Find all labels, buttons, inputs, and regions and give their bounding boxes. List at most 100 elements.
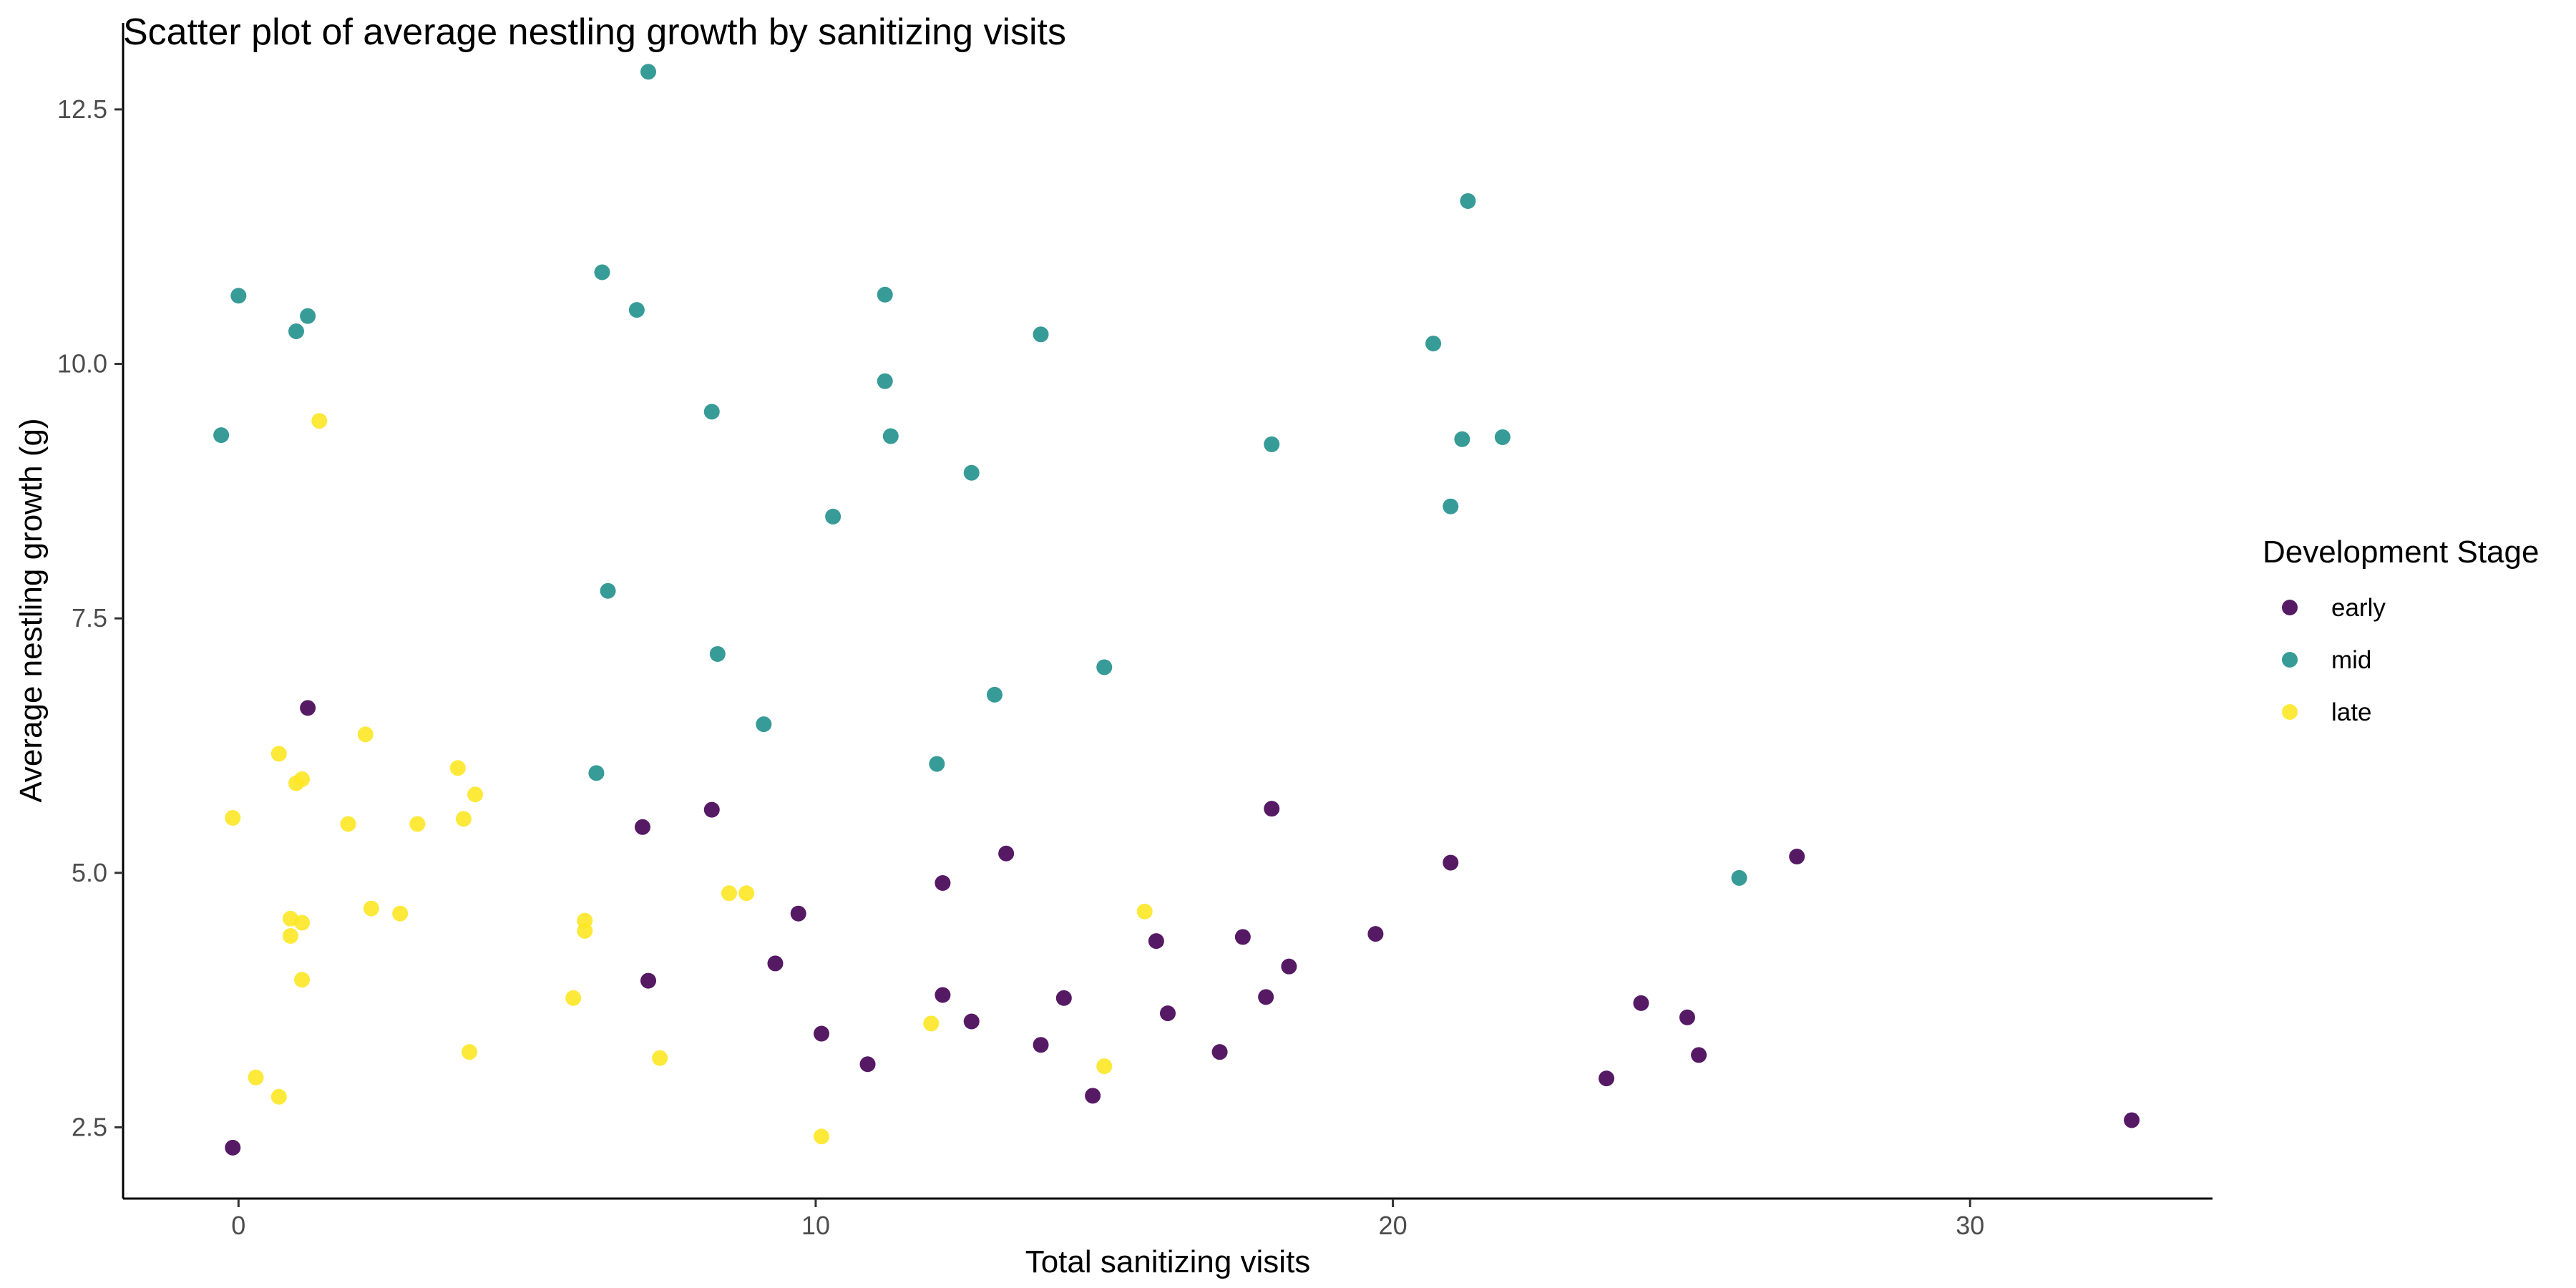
data-point-early xyxy=(1633,995,1649,1011)
data-point-mid xyxy=(213,427,230,444)
data-point-late xyxy=(311,413,328,429)
data-point-early xyxy=(1679,1009,1695,1025)
data-point-early xyxy=(1789,849,1805,865)
data-point-early xyxy=(703,801,720,818)
data-point-early xyxy=(935,875,951,892)
data-point-mid xyxy=(987,686,1003,703)
data-point-late xyxy=(467,786,484,803)
data-point-early xyxy=(814,1025,830,1042)
data-point-mid xyxy=(1494,429,1511,445)
data-point-early xyxy=(640,972,657,989)
data-point-mid xyxy=(1264,436,1280,452)
legend-label-late: late xyxy=(2331,698,2371,726)
data-point-late xyxy=(1136,903,1153,919)
data-point-late xyxy=(1096,1058,1113,1075)
data-point-early xyxy=(2124,1112,2140,1128)
data-point-late xyxy=(270,746,287,762)
data-point-early xyxy=(790,905,806,922)
data-point-mid xyxy=(877,286,893,303)
x-axis-ticks: 0 10 20 30 xyxy=(231,1199,1984,1240)
data-point-mid xyxy=(594,264,610,280)
y-axis-ticks: 2.5 5.0 7.5 10.0 12.5 xyxy=(57,94,123,1141)
data-point-late xyxy=(461,1044,477,1060)
x-tick-label: 0 xyxy=(231,1211,245,1240)
data-point-late xyxy=(294,972,311,988)
data-point-early xyxy=(935,987,951,1003)
data-point-early xyxy=(1367,926,1384,942)
data-point-mid xyxy=(288,323,304,340)
y-tick-label: 7.5 xyxy=(72,603,107,633)
data-point-mid xyxy=(882,428,899,444)
legend-key-early xyxy=(2282,600,2298,615)
data-point-early xyxy=(767,955,784,972)
data-point-mid xyxy=(1425,336,1442,352)
data-point-mid xyxy=(230,288,247,304)
data-point-late xyxy=(392,905,409,922)
y-tick-label: 12.5 xyxy=(57,94,107,124)
data-point-early xyxy=(859,1056,876,1073)
data-point-late xyxy=(449,760,466,776)
data-point-late xyxy=(455,811,472,827)
data-point-mid xyxy=(929,756,945,772)
chart-title: Scatter plot of average nestling growth … xyxy=(123,11,1066,53)
data-point-early xyxy=(998,845,1015,862)
data-point-early xyxy=(1085,1088,1101,1104)
data-point-late xyxy=(577,922,593,939)
data-point-early xyxy=(1599,1070,1615,1087)
data-point-late xyxy=(225,809,241,826)
data-point-mid xyxy=(640,64,657,80)
data-point-late xyxy=(357,726,374,743)
data-point-late xyxy=(363,900,379,917)
data-point-mid xyxy=(709,645,726,662)
data-point-early xyxy=(1443,854,1459,871)
x-tick-label: 20 xyxy=(1379,1211,1407,1240)
data-point-mid xyxy=(877,373,893,389)
data-point-late xyxy=(652,1050,668,1066)
data-point-mid xyxy=(963,464,980,481)
data-point-late xyxy=(565,990,582,1006)
data-point-mid xyxy=(600,582,616,599)
data-point-early xyxy=(1148,933,1164,950)
data-point-early xyxy=(1211,1044,1228,1060)
x-tick-label: 30 xyxy=(1956,1211,1984,1240)
x-tick-label: 10 xyxy=(801,1211,830,1240)
data-point-late xyxy=(340,816,356,832)
y-axis-label: Average nestling growth (g) xyxy=(14,418,49,802)
data-point-early xyxy=(634,819,650,835)
legend-key-mid xyxy=(2282,652,2298,668)
data-point-late xyxy=(282,927,298,944)
data-point-mid xyxy=(1443,498,1459,514)
legend-key-late xyxy=(2282,704,2298,720)
y-tick-label: 10.0 xyxy=(57,349,107,379)
y-tick-label: 2.5 xyxy=(72,1112,107,1141)
x-axis-label: Total sanitizing visits xyxy=(1025,1244,1311,1279)
data-point-early xyxy=(1264,801,1280,817)
data-point-early xyxy=(1258,989,1274,1005)
data-point-late xyxy=(248,1069,264,1085)
data-point-late xyxy=(721,885,737,902)
data-point-mid xyxy=(1460,192,1476,209)
data-point-early xyxy=(300,700,316,716)
data-point-late xyxy=(294,914,311,931)
data-point-early xyxy=(1281,958,1297,975)
data-point-early xyxy=(1234,929,1251,945)
data-point-mid xyxy=(588,765,605,781)
data-point-late xyxy=(270,1088,287,1105)
legend-title: Development Stage xyxy=(2263,535,2539,570)
data-point-early xyxy=(963,1013,980,1030)
data-point-mid xyxy=(756,716,772,733)
plot-area: 0 10 20 30 2.5 5.0 7.5 10.0 12.5 xyxy=(57,23,2212,1240)
data-point-mid xyxy=(1731,869,1747,886)
data-point-mid xyxy=(703,404,720,420)
data-point-late xyxy=(814,1128,830,1145)
data-point-mid xyxy=(1033,326,1049,343)
legend-label-early: early xyxy=(2331,594,2386,622)
data-points xyxy=(213,64,2140,1156)
data-point-mid xyxy=(825,508,841,525)
data-point-mid xyxy=(1096,659,1113,675)
legend-label-mid: mid xyxy=(2331,646,2371,674)
data-point-early xyxy=(1691,1047,1707,1063)
legend: Development Stage early mid late xyxy=(2263,535,2539,726)
